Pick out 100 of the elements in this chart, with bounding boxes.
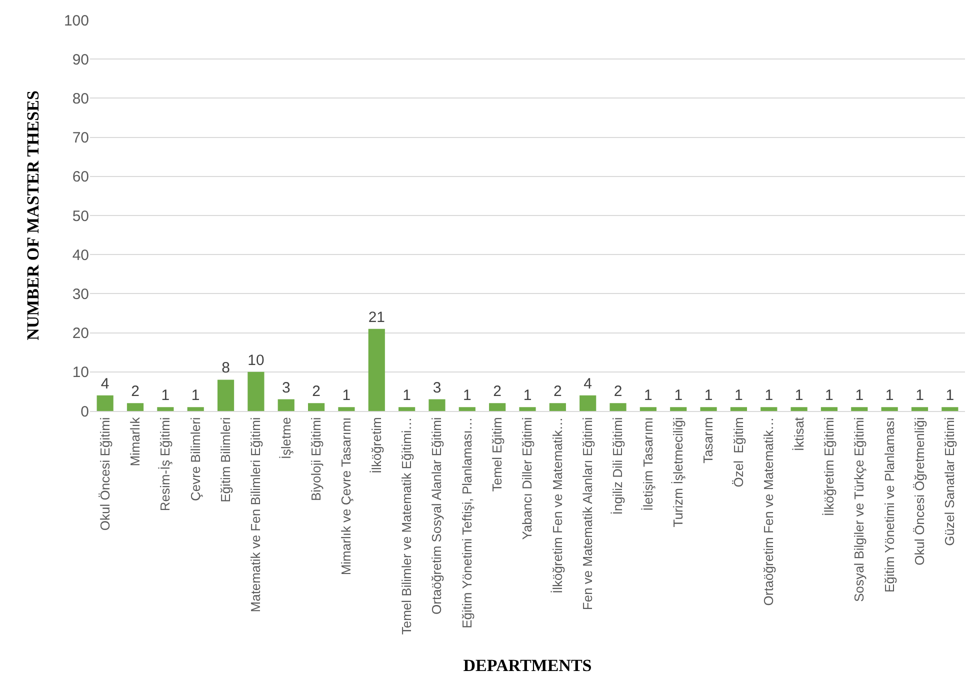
- data-label: 1: [523, 387, 532, 404]
- bar: [700, 407, 717, 411]
- bar: [640, 407, 656, 411]
- x-tick-label: Güzel Sanatlar Eğitimi: [942, 417, 958, 546]
- data-label: 1: [885, 387, 894, 404]
- bar: [911, 407, 928, 411]
- bar: [458, 407, 476, 411]
- data-label: 1: [946, 387, 954, 404]
- bar: [428, 399, 446, 411]
- y-tick-label: 70: [72, 130, 89, 147]
- bar: [820, 407, 838, 411]
- y-tick-label: 60: [72, 168, 89, 186]
- data-label: 2: [614, 383, 622, 400]
- x-tick-label: Resim-İş Eğitimi: [158, 417, 173, 512]
- data-label: 10: [248, 352, 264, 369]
- data-label: 1: [794, 387, 804, 404]
- x-tick-label: Okul Öncesi Eğitimi: [97, 417, 112, 531]
- x-tick-label: Özel Eğitim: [730, 417, 746, 488]
- data-label: 1: [764, 387, 774, 404]
- data-label: 1: [644, 387, 652, 404]
- data-label: 1: [734, 387, 743, 404]
- x-tick-label: İktisat: [791, 416, 806, 452]
- bar: [157, 407, 174, 411]
- data-label: 2: [131, 383, 140, 400]
- y-axis-title: NUMBER OF MASTER THESES: [24, 90, 43, 340]
- x-tick-label: Fen ve Matematik Alanları Eğitimi: [580, 417, 596, 610]
- data-label: 1: [402, 387, 411, 404]
- y-tick-label: 10: [72, 364, 89, 382]
- bar: [851, 407, 868, 411]
- bar: [942, 407, 958, 411]
- data-label: 1: [674, 387, 683, 404]
- data-label: 3: [282, 379, 290, 396]
- x-tick-label: Eğitim Yönetimi ve Planlaması: [882, 417, 897, 593]
- data-label: 2: [312, 383, 320, 400]
- data-label: 1: [161, 387, 170, 404]
- x-tick-label: Temel Eğitim: [490, 417, 505, 492]
- data-label: 3: [432, 379, 442, 396]
- y-tick-label: 20: [72, 325, 89, 342]
- y-tick-label: 90: [72, 51, 89, 68]
- x-tick-label: İlköğretim Fen ve Matematik…: [550, 417, 565, 594]
- x-tick-label: Ortaöğretim Sosyal Alanlar Eğitimi: [429, 417, 444, 614]
- data-label: 21: [368, 308, 385, 326]
- data-label: 1: [916, 387, 924, 404]
- y-tick-label: 50: [72, 208, 89, 225]
- bar: [519, 407, 536, 411]
- x-tick-label: Ortaöğretim Fen ve Matematik…: [761, 417, 776, 606]
- x-tick-label: Mimarlık ve Çevre Tasarımı: [338, 417, 354, 576]
- data-label: 1: [704, 387, 713, 404]
- bar: [368, 328, 385, 411]
- bar: [126, 403, 144, 411]
- bar: [398, 407, 416, 411]
- data-label: 1: [825, 387, 834, 404]
- bar: [96, 395, 114, 411]
- data-label: 2: [493, 383, 502, 400]
- x-tick-label: Mimarlık: [127, 416, 142, 466]
- bar: [248, 372, 264, 411]
- x-tick-label: Tasarım: [700, 417, 716, 464]
- x-tick-label: Turizm İşletmeciliği: [670, 417, 686, 528]
- y-tick-label: 100: [64, 12, 89, 30]
- y-tick-label: 40: [72, 246, 89, 264]
- bar: [278, 399, 294, 411]
- x-tick-label: Eğitim Bilimleri: [218, 417, 234, 502]
- bar: [760, 407, 778, 411]
- x-tick-label: İlköğretim Eğitimi: [821, 417, 836, 516]
- data-label: 4: [584, 375, 592, 392]
- bar: [730, 407, 747, 411]
- x-axis-title: DEPARTMENTS: [463, 656, 592, 676]
- y-tick-label: 80: [72, 90, 89, 108]
- y-tick-label: 0: [80, 403, 89, 420]
- x-tick-label: Sosyal Bilgiler ve Türkçe Eğitimi: [852, 417, 867, 602]
- x-tick-label: Eğitim Yönetimi Teftişi, Planlaması…: [459, 417, 474, 628]
- x-tick-label: İngiliz Dili Eğitimi: [610, 417, 626, 515]
- bar: [881, 407, 898, 411]
- x-tick-label: İlköğretim: [368, 417, 384, 474]
- bar: [308, 403, 325, 411]
- x-tick-label: Yabancı Diller Eğitimi: [520, 417, 535, 540]
- x-tick-label: Çevre Bilimleri: [188, 417, 203, 501]
- x-tick-label: İletişim Tasarımı: [640, 417, 656, 511]
- data-label: 1: [462, 387, 472, 404]
- bar: [580, 395, 596, 411]
- x-tick-label: Biyoloji Eğitimi: [308, 417, 324, 502]
- x-tick-label: İşletme: [278, 417, 294, 460]
- bar: [217, 380, 234, 411]
- data-label: 4: [100, 375, 110, 392]
- data-label: 1: [191, 387, 200, 404]
- y-tick-label: 30: [72, 286, 89, 303]
- x-tick-label: Temel Bilimler ve Matematik Eğitimi…: [399, 417, 414, 635]
- bar: [187, 407, 204, 411]
- data-label: 2: [554, 383, 562, 400]
- data-label: 1: [342, 387, 351, 404]
- x-tick-label: Matematik ve Fen Bilimleri Eğitimi: [248, 417, 264, 612]
- data-label: 1: [855, 387, 864, 404]
- bar: [790, 407, 808, 411]
- bar: [489, 403, 506, 411]
- bar: [338, 407, 355, 411]
- bar: [610, 403, 626, 411]
- bar: [549, 403, 566, 411]
- bar: [670, 407, 687, 411]
- data-label: 8: [222, 360, 230, 377]
- x-tick-label: Okul Öncesi Öğretmenliği: [912, 417, 927, 566]
